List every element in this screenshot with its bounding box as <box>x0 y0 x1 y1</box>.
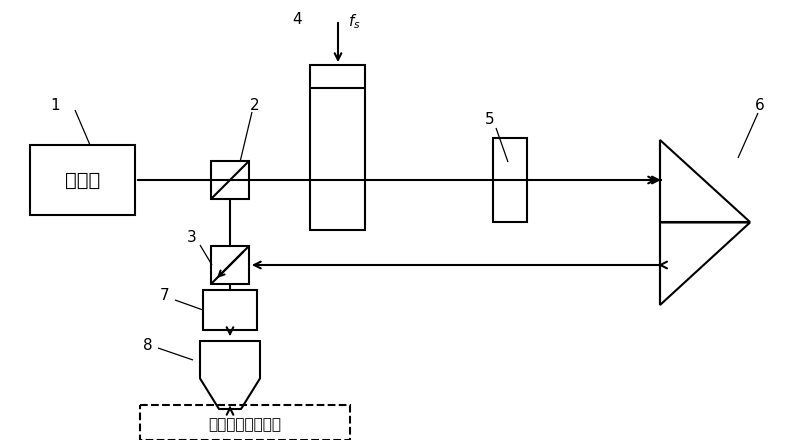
Bar <box>140 405 350 440</box>
Bar <box>211 246 249 284</box>
Bar <box>493 138 527 222</box>
Text: 6: 6 <box>755 98 765 113</box>
Text: 激光器: 激光器 <box>65 170 100 190</box>
Bar <box>30 145 135 215</box>
Text: 4: 4 <box>292 12 302 27</box>
Text: 后续的电子学部分: 后续的电子学部分 <box>209 417 282 432</box>
Text: 1: 1 <box>50 98 60 113</box>
Text: 7: 7 <box>160 287 170 302</box>
Polygon shape <box>200 341 260 409</box>
Bar <box>203 290 257 330</box>
Text: 3: 3 <box>187 231 197 246</box>
Text: 8: 8 <box>143 337 153 352</box>
Text: 5: 5 <box>485 113 495 128</box>
Text: 2: 2 <box>250 98 260 113</box>
Polygon shape <box>660 223 750 305</box>
Bar <box>211 161 249 199</box>
Polygon shape <box>660 140 750 223</box>
Bar <box>310 65 365 230</box>
Text: $f_s$: $f_s$ <box>348 12 361 31</box>
